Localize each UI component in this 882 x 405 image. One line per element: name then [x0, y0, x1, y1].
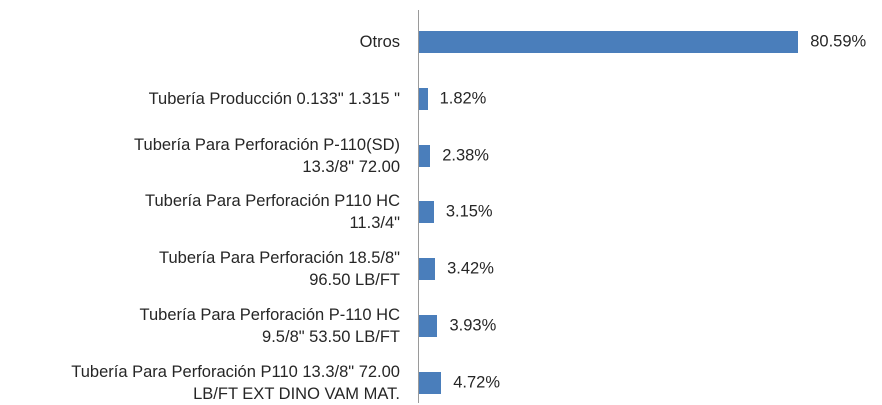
category-label: Tubería Para Perforación P110 HC 11.3/4": [145, 192, 400, 233]
bar: [419, 258, 436, 281]
bar: [419, 314, 438, 337]
bar: [419, 371, 442, 394]
category-label: Tubería Para Perforación P-110(SD) 13.3/…: [134, 135, 400, 176]
category-label: Tubería Para Perforación 18.5/8" 96.50 L…: [159, 249, 400, 290]
data-label: 3.15%: [445, 202, 493, 221]
data-label: 3.93%: [449, 316, 497, 335]
data-label: 4.72%: [453, 373, 500, 392]
bar: [419, 88, 428, 111]
bar: [419, 144, 431, 167]
data-label: 1.82%: [439, 89, 487, 108]
data-label: 3.42%: [447, 259, 494, 278]
category-label: Otros: [359, 33, 400, 52]
category-label: Tubería Para Perforación P-110 HC 9.5/8"…: [139, 305, 400, 346]
category-label: Tubería Producción 0.133" 1.315 ": [148, 90, 400, 109]
bar: [419, 31, 799, 54]
data-label: 2.38%: [442, 146, 489, 165]
bar: [419, 201, 434, 224]
data-label: 80.59%: [810, 32, 867, 51]
category-axis: [418, 10, 419, 403]
category-label: Tubería Para Perforación P110 13.3/8" 72…: [71, 362, 400, 403]
